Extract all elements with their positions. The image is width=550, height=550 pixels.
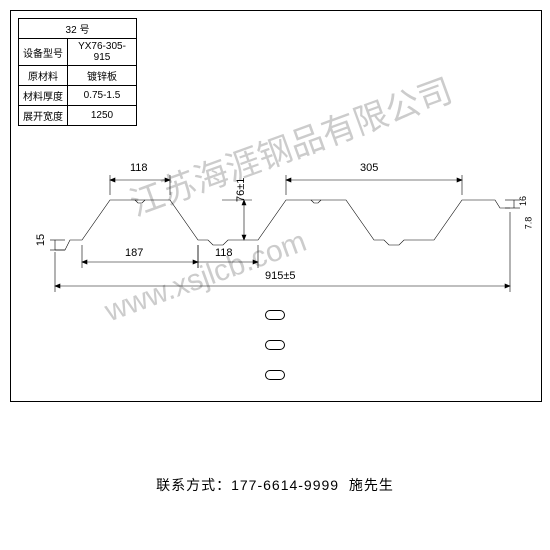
contact-label: 联系方式： bbox=[156, 477, 231, 493]
contact-name: 施先生 bbox=[349, 477, 394, 493]
dim-bspan1: 187 bbox=[125, 247, 143, 259]
dim-overall: 915±5 bbox=[265, 270, 296, 282]
dim-top2: 305 bbox=[360, 162, 378, 174]
dim-r1: 16 bbox=[518, 196, 528, 206]
dim-r2: 7.8 bbox=[523, 217, 533, 230]
dim-top1: 118 bbox=[130, 162, 148, 174]
contact-line: 联系方式：177-6614-9999 施先生 bbox=[0, 475, 550, 495]
slot-icon bbox=[265, 340, 285, 350]
dim-height: 76±1 bbox=[235, 178, 247, 202]
profile-diagram bbox=[0, 0, 550, 420]
dim-left-h: 15 bbox=[35, 234, 47, 246]
dim-bspan2: 118 bbox=[215, 247, 233, 259]
slot-icon bbox=[265, 370, 285, 380]
slot-icon bbox=[265, 310, 285, 320]
contact-phone: 177-6614-9999 bbox=[231, 477, 339, 493]
